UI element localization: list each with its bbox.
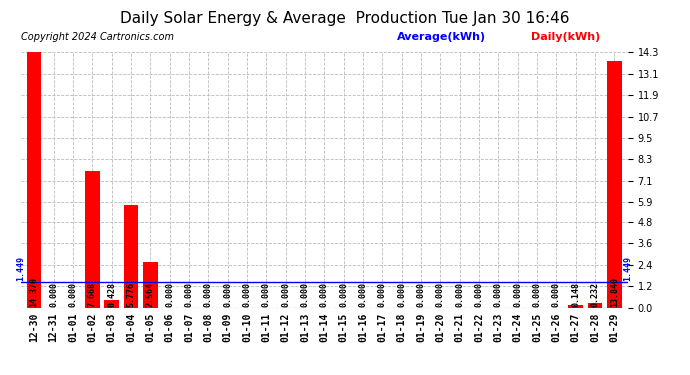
Text: 0.000: 0.000 [397, 282, 406, 307]
Text: 0.000: 0.000 [300, 282, 309, 307]
Bar [607, 61, 622, 308]
Text: 0.000: 0.000 [242, 282, 251, 307]
Text: 2.564: 2.564 [146, 282, 155, 307]
Text: 13.840: 13.840 [610, 277, 619, 307]
Text: 0.000: 0.000 [204, 282, 213, 307]
Text: 0.000: 0.000 [223, 282, 232, 307]
Text: 0.000: 0.000 [455, 282, 464, 307]
Text: 0.000: 0.000 [475, 282, 484, 307]
Text: 0.000: 0.000 [494, 282, 503, 307]
Text: 0.000: 0.000 [417, 282, 426, 307]
Text: Average(kWh): Average(kWh) [397, 32, 486, 42]
Text: 0.000: 0.000 [184, 282, 193, 307]
Bar [104, 300, 119, 307]
Bar [588, 303, 602, 307]
Text: 14.370: 14.370 [30, 277, 39, 307]
Text: Daily Solar Energy & Average  Production Tue Jan 30 16:46: Daily Solar Energy & Average Production … [120, 11, 570, 26]
Text: Daily(kWh): Daily(kWh) [531, 32, 600, 42]
Bar [27, 51, 41, 308]
Text: 0.000: 0.000 [262, 282, 270, 307]
Text: 0.000: 0.000 [533, 282, 542, 307]
Text: Copyright 2024 Cartronics.com: Copyright 2024 Cartronics.com [21, 32, 174, 42]
Text: 0.000: 0.000 [319, 282, 329, 307]
Text: 7.668: 7.668 [88, 282, 97, 307]
Bar [143, 262, 157, 308]
Bar [124, 204, 138, 308]
Text: 1.449: 1.449 [623, 256, 633, 281]
Text: 0.000: 0.000 [68, 282, 77, 307]
Bar [569, 305, 583, 308]
Text: 0.232: 0.232 [591, 282, 600, 307]
Text: 0.000: 0.000 [281, 282, 290, 307]
Text: 0.148: 0.148 [571, 282, 580, 307]
Text: 0.000: 0.000 [552, 282, 561, 307]
Text: 0.000: 0.000 [49, 282, 58, 307]
Text: 0.000: 0.000 [165, 282, 174, 307]
Bar [85, 171, 99, 308]
Text: 0.000: 0.000 [378, 282, 387, 307]
Text: 0.000: 0.000 [339, 282, 348, 307]
Text: 5.776: 5.776 [126, 282, 135, 307]
Text: 1.449: 1.449 [16, 256, 26, 281]
Text: 0.428: 0.428 [107, 282, 116, 307]
Text: 0.000: 0.000 [513, 282, 522, 307]
Text: 0.000: 0.000 [436, 282, 445, 307]
Text: 0.000: 0.000 [359, 282, 368, 307]
